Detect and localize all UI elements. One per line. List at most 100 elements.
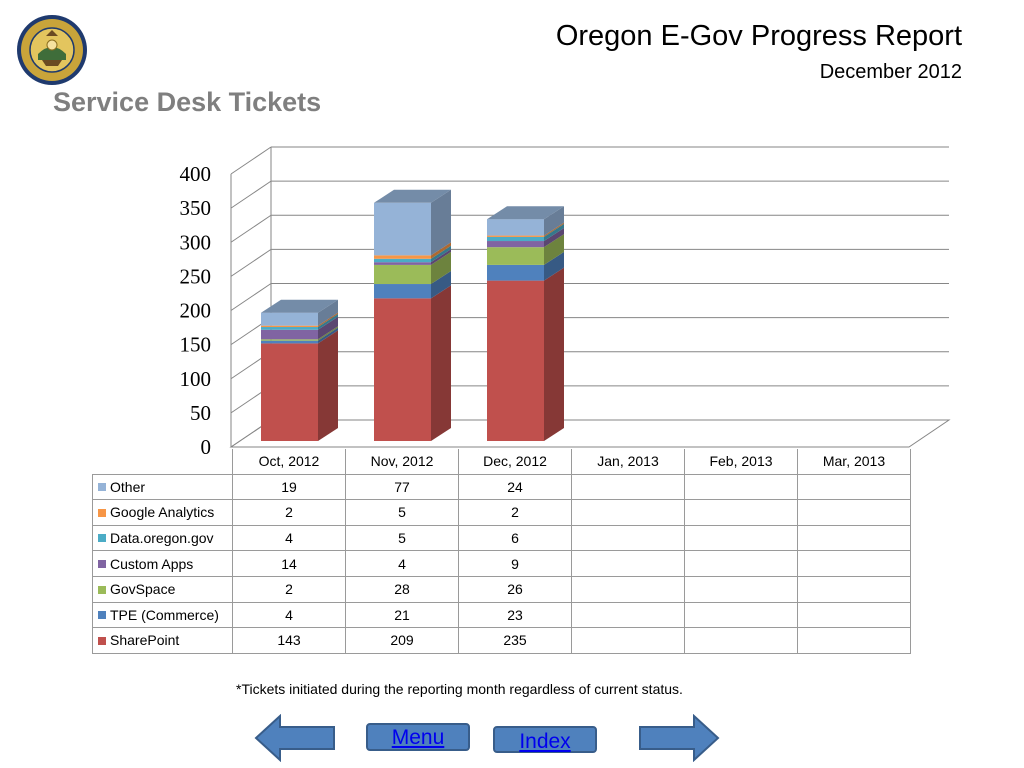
bar-segment-side [431, 249, 451, 265]
bar-segment-side [544, 251, 564, 281]
y-tick-label: 150 [180, 333, 212, 357]
bar-segment [261, 343, 318, 441]
bar-segment-side [431, 285, 451, 441]
bar-segment-side [318, 316, 338, 340]
chart-floor [229, 419, 951, 448]
table-cell: 26 [458, 575, 572, 603]
table-cell: 4 [232, 601, 346, 629]
row-label: GovSpace [92, 575, 233, 603]
bar-segment [261, 312, 318, 326]
table-cell: 19 [232, 473, 346, 501]
bar-segment [487, 280, 544, 441]
menu-button[interactable]: Menu [366, 723, 470, 751]
table-cell: 2 [232, 575, 346, 603]
bar-segment-side [544, 223, 564, 242]
table-cell [571, 627, 685, 654]
row-label: SharePoint [92, 627, 233, 654]
column-header: Mar, 2013 [797, 449, 911, 475]
bar-segment [374, 264, 431, 285]
bar-segment [374, 262, 431, 265]
bar-segment [487, 247, 544, 265]
index-button[interactable]: Index [493, 726, 597, 753]
y-tick-label: 400 [180, 162, 212, 186]
bar-segment-side [431, 245, 451, 263]
stacked-bar-chart: 0 50 100 150 200 250 300 350 400 [180, 146, 951, 459]
table-cell: 77 [345, 473, 459, 501]
table-cell: 23 [458, 601, 572, 629]
table-cell: 2 [232, 499, 346, 526]
table-cell: 5 [345, 524, 459, 552]
table-cell: 6 [458, 524, 572, 552]
side-wall-gridline [230, 180, 272, 209]
bar-segment [261, 339, 318, 341]
table-cell [571, 524, 685, 552]
table-row-govspace: GovSpace 2 28 26 [92, 575, 911, 603]
row-label: Google Analytics [92, 499, 233, 526]
table-corner [93, 449, 233, 474]
previous-arrow-button[interactable] [254, 714, 336, 762]
bar-segment-side [318, 330, 338, 441]
table-cell: 2 [458, 499, 572, 526]
side-wall-gridline [230, 214, 272, 243]
table-header-row: Oct, 2012 Nov, 2012 Dec, 2012 Jan, 2013 … [93, 449, 911, 475]
y-tick-label: 100 [180, 367, 212, 391]
series-name: SharePoint [110, 632, 180, 649]
table-cell: 4 [345, 550, 459, 577]
legend-key-tpe-commerce [98, 611, 106, 620]
table-row-custom-apps: Custom Apps 14 4 9 [92, 550, 911, 577]
bar-segment-side [318, 299, 338, 326]
table-cell [797, 499, 911, 526]
bar-top [261, 299, 338, 313]
table-cell: 9 [458, 550, 572, 577]
table-cell [571, 550, 685, 577]
side-wall-gridline [230, 146, 272, 175]
table-cell [684, 550, 798, 577]
bar-segment [487, 219, 544, 236]
series-name: Google Analytics [110, 504, 215, 521]
column-header: Nov, 2012 [345, 449, 459, 475]
y-tick-label: 300 [180, 230, 212, 254]
side-wall-gridline [230, 248, 272, 277]
bar-segment [374, 258, 431, 263]
next-arrow-button[interactable] [638, 714, 720, 762]
table-cell: 24 [458, 473, 572, 501]
row-label: Custom Apps [92, 550, 233, 577]
bar-segment [374, 298, 431, 441]
bar-segment-side [544, 267, 564, 441]
table-row-other: Other 19 77 24 [92, 473, 911, 501]
series-name: TPE (Commerce) [110, 606, 219, 623]
bar-segment-side [544, 228, 564, 248]
bar-segment-side [544, 222, 564, 237]
bar-segment [261, 327, 318, 330]
table-cell [684, 499, 798, 526]
bar-segment [374, 284, 431, 299]
legend-key-other [98, 483, 106, 492]
bar-segment [487, 235, 544, 237]
table-row-data-oregon-gov: Data.oregon.gov 4 5 6 [92, 524, 911, 552]
table-cell [797, 575, 911, 603]
report-date: December 2012 [819, 61, 962, 83]
y-tick-label: 250 [180, 264, 212, 288]
report-title: Oregon E-Gov Progress Report [555, 20, 962, 52]
bar-segment-side [431, 242, 451, 259]
row-label: TPE (Commerce) [92, 601, 233, 629]
table-cell: 5 [345, 499, 459, 526]
table-cell [571, 499, 685, 526]
footnote: *Tickets initiated during the reporting … [236, 681, 683, 697]
bar-segment-side [318, 314, 338, 330]
column-header: Oct, 2012 [232, 449, 346, 475]
legend-key-data-oregon-gov [98, 534, 106, 543]
table-cell [797, 601, 911, 629]
table-cell [797, 550, 911, 577]
bar-top [374, 189, 451, 203]
table-cell: 14 [232, 550, 346, 577]
table-row-google-analytics: Google Analytics 2 5 2 [92, 499, 911, 526]
bar-segment-side [544, 206, 564, 236]
legend-key-govspace [98, 585, 106, 594]
bar-segment [261, 340, 318, 344]
bar-segment [374, 202, 431, 256]
bar-segment-side [318, 312, 338, 328]
series-name: GovSpace [110, 581, 176, 598]
table-cell: 21 [345, 601, 459, 629]
row-label: Other [92, 473, 233, 501]
